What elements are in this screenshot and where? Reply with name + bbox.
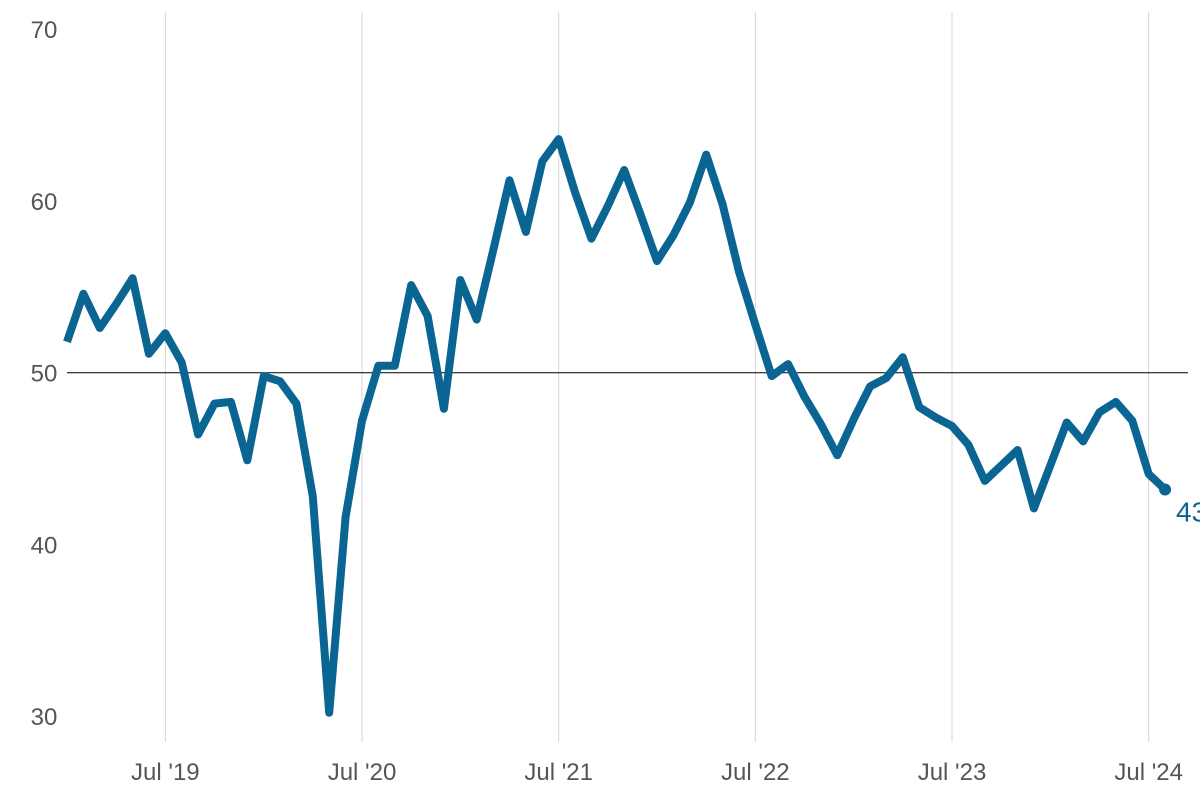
series-layer — [63, 135, 1172, 717]
y-tick-label: 50 — [31, 361, 58, 388]
y-axis: 30 40 50 60 70 — [31, 17, 58, 731]
last-data-point — [1159, 483, 1172, 496]
grid-layer — [164, 12, 1150, 742]
x-tick-label: Jul '23 — [918, 759, 987, 786]
x-tick-label: Jul '19 — [131, 759, 200, 786]
x-tick-label: Jul '21 — [524, 759, 593, 786]
last-value-label: 43.2 — [1176, 497, 1200, 528]
annotation-layer: 43.2 — [1176, 497, 1200, 528]
x-tick-label: Jul '22 — [721, 759, 790, 786]
y-tick-label: 30 — [31, 704, 58, 731]
y-tick-label: 40 — [31, 532, 58, 559]
x-tick-label: Jul '20 — [328, 759, 397, 786]
y-tick-label: 60 — [31, 189, 58, 216]
y-tick-label: 70 — [31, 17, 58, 44]
series-line — [63, 135, 1168, 717]
x-axis: Jul '19 Jul '20 Jul '21 Jul '22 Jul '23 Jul '… — [131, 759, 1183, 786]
x-tick-label: Jul '24 — [1114, 759, 1183, 786]
